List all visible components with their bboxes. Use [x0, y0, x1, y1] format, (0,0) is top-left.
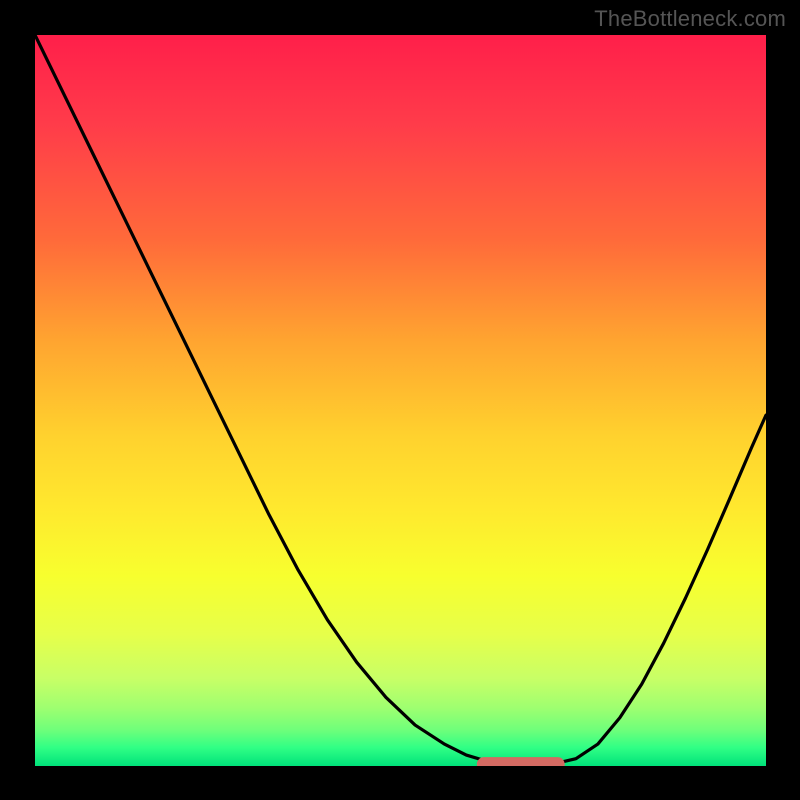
watermark-text: TheBottleneck.com	[594, 6, 786, 32]
curve-path	[35, 35, 766, 765]
bottleneck-curve	[35, 35, 766, 766]
bottleneck-gradient-plot	[35, 35, 766, 766]
